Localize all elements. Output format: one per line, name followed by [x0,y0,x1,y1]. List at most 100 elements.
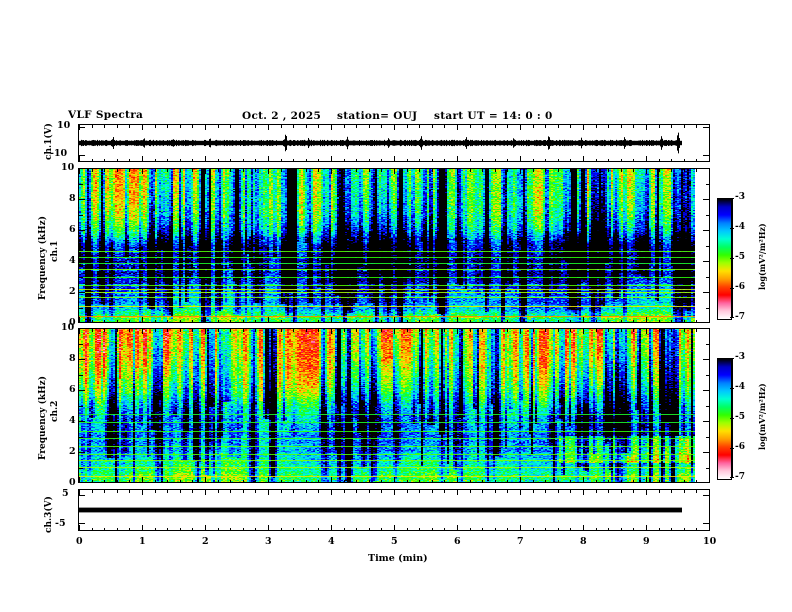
xtick-minor-bottom [368,527,370,531]
xtick-minor-top [192,328,194,332]
xtick-major-top [520,124,521,130]
xtick-minor-top [658,489,660,493]
xtick-major-top [457,124,458,130]
xtick-minor-bottom [469,158,471,162]
xtick-major-bottom [394,317,395,323]
xtick-minor-bottom [167,479,169,483]
xtick-minor-top [179,124,181,128]
xtick-minor-top [419,168,421,172]
xtick-minor-bottom [633,479,635,483]
xtick-minor-top [230,328,232,332]
xtick-major-bottom [583,317,584,323]
ytick-left [79,343,83,345]
ytick-right [703,261,709,262]
xtick-minor-top [368,168,370,172]
xtick-minor-bottom [444,158,446,162]
ytick-right [705,467,709,469]
xtick-minor-top [154,328,156,332]
ytick-left [79,436,83,438]
xtick-minor-bottom [343,527,345,531]
xtick-minor-top [557,168,559,172]
xtick-minor-bottom [242,158,244,162]
xtick-minor-bottom [154,527,156,531]
xtick-minor-top [368,124,370,128]
xtick-minor-bottom [620,479,622,483]
ch1-ytick-right [703,127,709,128]
ytick-right [705,436,709,438]
xtick-minor-bottom [570,527,572,531]
xtick-minor-top [683,489,685,493]
xtick-minor-top [91,168,93,172]
xtick-minor-top [570,168,572,172]
xtick-minor-bottom [280,479,282,483]
x-tick-label: 9 [643,536,650,547]
xtick-major-top [394,328,395,334]
xtick-minor-top [230,168,232,172]
xtick-minor-top [532,168,534,172]
ch2-ytick-label: 2 [69,446,76,457]
colorbar-spine [732,198,733,318]
xtick-minor-bottom [217,527,219,531]
xtick-minor-top [545,168,547,172]
xtick-major-bottom [394,525,395,531]
xtick-minor-top [406,328,408,332]
xtick-minor-top [91,489,93,493]
xtick-minor-bottom [356,479,358,483]
xtick-minor-top [91,124,93,128]
xtick-minor-top [469,124,471,128]
xtick-minor-top [482,168,484,172]
xtick-major-bottom [205,317,206,323]
xtick-minor-bottom [104,479,106,483]
xtick-major-bottom [142,156,143,162]
xtick-major-top [142,124,143,130]
xtick-minor-top [696,124,698,128]
xtick-minor-bottom [608,479,610,483]
xtick-major-top [268,328,269,334]
ytick-right [703,359,709,360]
colorbar-tick-label: -4 [735,222,745,232]
xtick-minor-bottom [242,479,244,483]
xtick-minor-top [494,328,496,332]
xtick-major-top [583,168,584,174]
colorbar-tick-label: -5 [735,412,745,422]
xtick-major-bottom [142,317,143,323]
xtick-minor-bottom [595,158,597,162]
xtick-minor-bottom [419,527,421,531]
ch1-ytick-left [79,155,85,156]
xtick-minor-top [683,328,685,332]
ytick-right [705,245,709,247]
xtick-minor-bottom [696,158,698,162]
xtick-minor-top [343,489,345,493]
x-tick-label: 10 [703,536,717,547]
xtick-minor-top [696,168,698,172]
xtick-minor-bottom [532,319,534,323]
ch2-ytick-label: 0 [69,477,76,488]
colorbar-tick-label: -3 [735,192,745,202]
ch2-spec-ylabel-line2: Frequency (kHz) [38,375,48,460]
xtick-minor-bottom [683,527,685,531]
xtick-minor-bottom [192,158,194,162]
xtick-minor-bottom [293,319,295,323]
xtick-minor-bottom [545,319,547,323]
xtick-major-bottom [583,525,584,531]
xtick-minor-bottom [116,319,118,323]
ytick-left [79,214,83,216]
xtick-minor-bottom [91,479,93,483]
xtick-minor-bottom [356,527,358,531]
xtick-minor-bottom [570,158,572,162]
xtick-minor-bottom [381,319,383,323]
xtick-minor-bottom [557,158,559,162]
xtick-minor-bottom [230,158,232,162]
xtick-minor-top [167,489,169,493]
xtick-minor-bottom [167,527,169,531]
xtick-minor-top [280,328,282,332]
xtick-minor-top [381,168,383,172]
xtick-minor-bottom [356,319,358,323]
ytick-left [79,230,85,231]
xtick-minor-bottom [381,158,383,162]
xtick-minor-top [482,328,484,332]
xtick-major-bottom [205,477,206,483]
ytick-right [703,390,709,391]
xtick-minor-bottom [167,158,169,162]
xtick-minor-bottom [671,158,673,162]
